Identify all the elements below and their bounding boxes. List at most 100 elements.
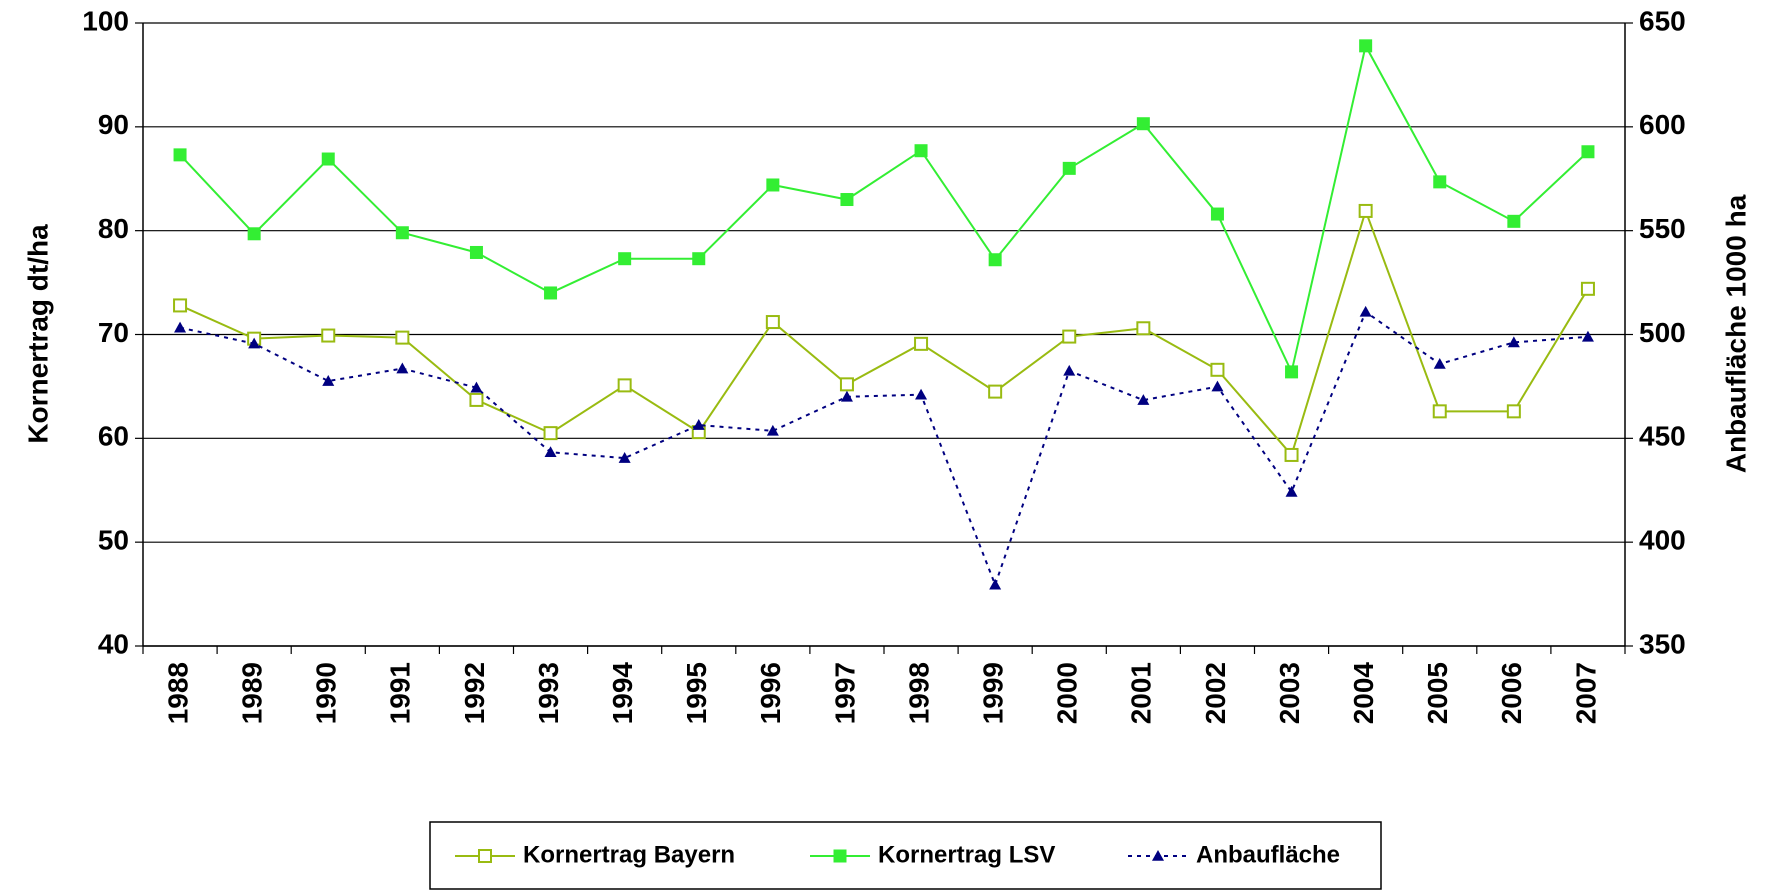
y-axis-title: Kornertrag dt/ha [22,224,53,444]
marker [617,378,632,393]
marker [395,330,410,345]
series-line [179,43,1589,375]
marker [1432,404,1447,419]
x-tick-label: 2002 [1200,662,1231,724]
marker [692,252,706,266]
marker [840,390,853,402]
legend-label: Kornertrag LSV [878,841,1055,868]
marker [1136,321,1151,336]
marker [1433,357,1446,369]
x-tick-label: 2003 [1274,662,1305,724]
marker [618,452,631,463]
marker [544,446,557,458]
x-tick-label: 1999 [978,662,1009,724]
marker [469,392,484,407]
marker [396,362,409,374]
marker [914,336,929,351]
marker [1152,850,1164,861]
marker [988,384,1003,399]
y-tick-label: 70 [98,317,129,348]
marker [833,849,847,863]
marker [1580,281,1595,296]
x-tick-label: 2000 [1052,662,1083,724]
marker [1063,364,1076,376]
marker [1210,362,1225,377]
x-tick-label: 2001 [1126,662,1157,724]
marker [765,315,780,330]
x-tick-label: 1990 [311,662,342,724]
marker [173,148,187,162]
marker [248,337,261,349]
marker [1358,203,1373,218]
series-line [179,207,1589,457]
marker [839,377,854,392]
marker [988,253,1002,267]
marker [1285,485,1298,497]
marker [840,193,854,207]
x-tick-label: 1996 [755,662,786,724]
x-tick-label: 1988 [162,662,193,724]
y-tick-label: 50 [98,525,129,556]
x-tick-label: 2006 [1496,662,1527,724]
y-tick-label: 80 [98,213,129,244]
marker [1581,330,1594,342]
series-line [179,310,1589,588]
marker [1062,161,1076,175]
x-tick-label: 2007 [1570,662,1601,724]
marker [470,381,483,393]
marker [1062,329,1077,344]
marker [692,419,705,430]
marker [469,245,483,259]
marker [1285,365,1299,379]
marker [766,424,779,436]
marker [1136,117,1150,131]
y2-tick-label: 550 [1639,213,1686,244]
y-tick-label: 90 [98,109,129,140]
legend-label: Anbaufläche [1196,841,1340,868]
y2-axis-title: Anbaufläche 1000 ha [1720,194,1751,473]
marker [1506,404,1521,419]
x-tick-label: 1994 [607,662,638,725]
marker [1210,207,1224,221]
legend-box [429,821,1382,890]
marker [543,426,558,441]
y2-tick-label: 650 [1639,5,1686,36]
y2-tick-label: 450 [1639,421,1686,452]
marker [915,388,928,400]
x-tick-label: 1998 [903,662,934,724]
y2-tick-label: 350 [1639,628,1686,659]
marker [1507,214,1521,228]
marker [322,375,335,386]
marker [1359,39,1373,53]
y2-tick-label: 600 [1639,109,1686,140]
marker [173,298,188,313]
y-tick-label: 40 [98,628,129,659]
marker [1137,394,1150,405]
marker [1507,336,1520,348]
marker [1211,380,1224,392]
x-tick-label: 1995 [681,662,712,724]
x-tick-label: 1991 [385,662,416,724]
x-tick-label: 2004 [1348,662,1379,725]
x-tick-label: 1997 [829,662,860,724]
y2-tick-label: 500 [1639,317,1686,348]
x-tick-label: 1989 [237,662,268,724]
marker [478,849,492,863]
marker [1359,305,1372,317]
marker [766,178,780,192]
y2-tick-label: 400 [1639,525,1686,556]
marker [321,152,335,166]
x-tick-label: 1992 [459,662,490,724]
marker [174,321,187,333]
marker [247,227,261,241]
x-tick-label: 2005 [1422,662,1453,724]
marker [989,578,1002,590]
marker [1581,145,1595,159]
legend-label: Kornertrag Bayern [523,841,735,868]
marker [321,328,336,343]
y-tick-label: 100 [82,5,129,36]
y-tick-label: 60 [98,421,129,452]
marker [395,226,409,240]
marker [914,144,928,158]
